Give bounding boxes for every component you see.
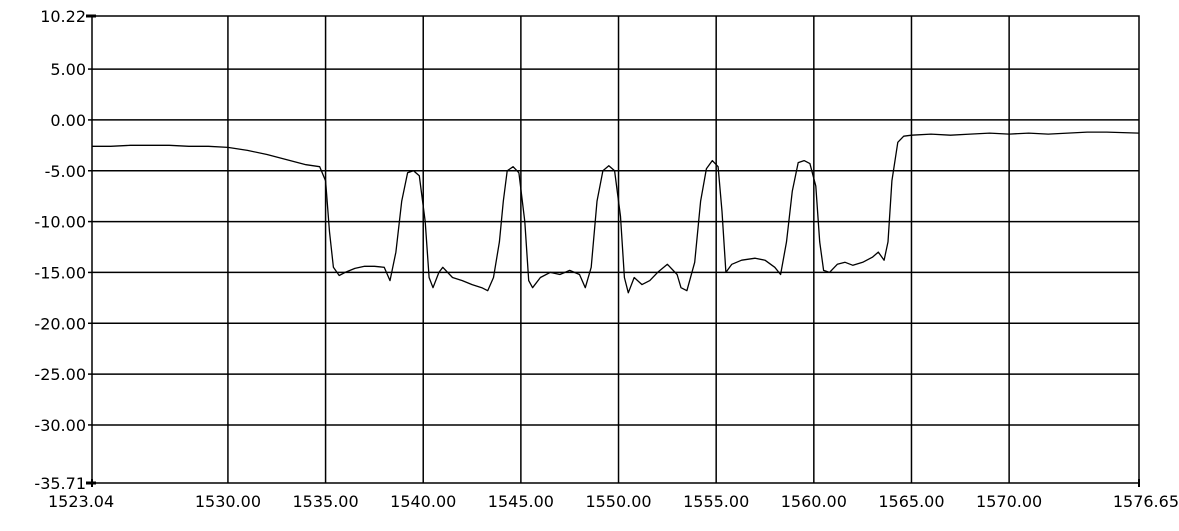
axes: 1523.04 1530.00 1535.00 1540.00 1545.00 1550.… [34, 7, 1179, 511]
y-tick-label: -10.00 [34, 213, 86, 232]
plot-area [91, 15, 1140, 484]
y-tick-label: 10.22 [40, 7, 86, 26]
x-tick-label: 1560.00 [781, 492, 847, 511]
x-tick-label: 1576.65 [1113, 492, 1179, 511]
y-tick-label: 5.00 [50, 60, 86, 79]
y-tick-label: -25.00 [34, 365, 86, 384]
y-tick-label: 0.00 [50, 111, 86, 130]
x-tick-label: 1545.00 [488, 492, 554, 511]
x-tick-label: 1540.00 [390, 492, 456, 511]
y-tick-label: -5.00 [45, 162, 86, 181]
grid-lines [86, 14, 1140, 487]
x-tick-label: 1570.00 [976, 492, 1042, 511]
x-tick-label: 1555.00 [683, 492, 749, 511]
y-tick-label: -15.00 [34, 263, 86, 282]
x-tick-label: 1523.04 [48, 492, 114, 511]
y-tick-label: -30.00 [34, 416, 86, 435]
y-tick-label: -20.00 [34, 314, 86, 333]
x-tick-label: 1535.00 [292, 492, 358, 511]
x-tick-label: 1565.00 [878, 492, 944, 511]
series-layer [92, 131, 1140, 294]
y-tick-label: -35.71 [34, 474, 86, 493]
x-tick-label: 1530.00 [195, 492, 261, 511]
x-tick-label: 1550.00 [585, 492, 651, 511]
series-line [92, 131, 1140, 294]
